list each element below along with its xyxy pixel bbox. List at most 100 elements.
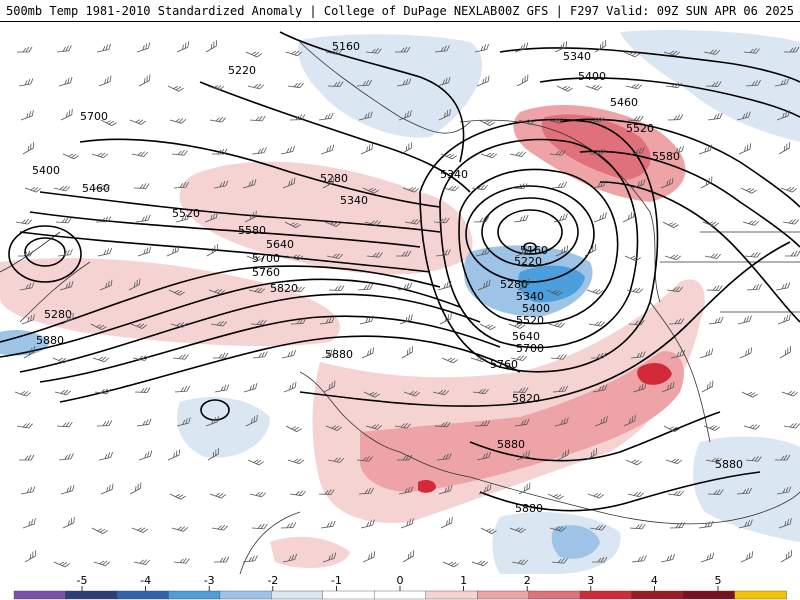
wind-barb [440,153,457,160]
wind-barb [746,283,762,291]
wind-barb [167,449,181,461]
wind-barb [701,380,714,393]
wind-barb [326,253,344,259]
wind-barb [441,357,458,364]
legend-swatch [13,590,67,600]
legend-tick-label: 4 [651,574,658,587]
wind-barb [136,42,151,53]
legend-tick-label: -3 [204,574,215,587]
contour-label: 5340 [440,168,468,181]
wind-barb [778,518,792,529]
wind-barb [740,187,757,194]
wind-barb [588,320,605,327]
wind-barb [781,390,799,397]
contour-label: 5280 [500,278,528,291]
wind-barb [698,144,713,155]
legend-swatch [631,590,684,600]
wind-barb [57,249,73,257]
wind-barb [587,116,604,123]
wind-barb [432,389,450,396]
wind-barb [438,484,453,495]
wind-barb [52,357,69,364]
wind-barb [248,287,266,294]
wind-barb [512,387,529,393]
wind-barb [435,249,451,257]
legend-swatch [65,590,118,600]
wind-barb [100,119,117,126]
wind-barb [743,48,760,54]
wind-barb [631,555,647,563]
legend-tick-label: 3 [587,574,594,587]
wind-barb [400,518,414,529]
wind-barb [470,356,488,363]
wind-barb [97,247,113,257]
wind-barb [356,456,373,462]
wind-barb [554,417,569,427]
wind-barb [128,278,141,291]
legend-swatch [322,590,375,600]
wind-barb [667,490,684,497]
wind-barb [515,246,530,257]
wind-barb [365,48,382,54]
wind-barb [703,49,721,55]
wind-barb [700,176,713,189]
wind-barb [18,250,34,257]
wind-barb [626,287,644,294]
wind-barb [91,527,108,534]
wind-barb [776,486,792,495]
wind-barb [247,83,265,90]
wind-barb [549,150,566,156]
wind-barb [589,524,606,531]
legend-swatch [477,590,530,600]
wind-barb [774,78,790,87]
wind-barb [288,286,305,293]
wind-barb [398,486,414,495]
contour-label: 5580 [238,224,266,237]
wind-barb [325,49,343,55]
wind-barb [553,213,568,223]
wind-barb [594,416,608,427]
wind-barb [213,352,229,359]
wind-barb [318,112,334,121]
wind-barb [433,217,450,224]
coastlines [0,41,800,574]
wind-barb [323,380,336,393]
wind-barb [738,143,752,155]
wind-barb [169,493,186,500]
wind-barb [94,388,111,395]
wind-barb [363,391,380,398]
contour-label: 5280 [44,308,72,321]
wind-barb [327,457,345,463]
wind-barb [135,214,151,223]
wind-barb [622,210,635,223]
wind-barb [627,491,645,498]
wind-barb [401,346,413,359]
wind-barb [698,520,714,529]
wind-barb [439,312,452,325]
wind-barb [171,526,189,532]
contour-label: 5700 [252,252,280,265]
wind-barb [130,323,148,329]
legend-tick-label: 2 [524,574,531,587]
wind-barb [477,279,491,291]
contour-label: 5340 [563,50,591,63]
wind-barb [667,114,684,121]
wind-barb [137,246,152,257]
wind-barb [249,115,266,122]
wind-barb [207,448,219,461]
wind-barb [549,526,567,532]
wind-barb [624,255,641,262]
wind-barb [169,118,187,124]
wind-barb [473,216,490,223]
wind-barb [594,40,606,53]
wind-barb [437,280,452,291]
wind-barb [98,75,112,87]
anomaly-shading [0,30,800,574]
legend-swatch [682,590,736,600]
wind-barb [20,110,34,121]
wind-barb [249,491,267,498]
contour-label: 5880 [715,458,743,471]
wind-barb [321,348,336,359]
contour-label: 5520 [172,207,200,220]
wind-barb [362,551,376,563]
